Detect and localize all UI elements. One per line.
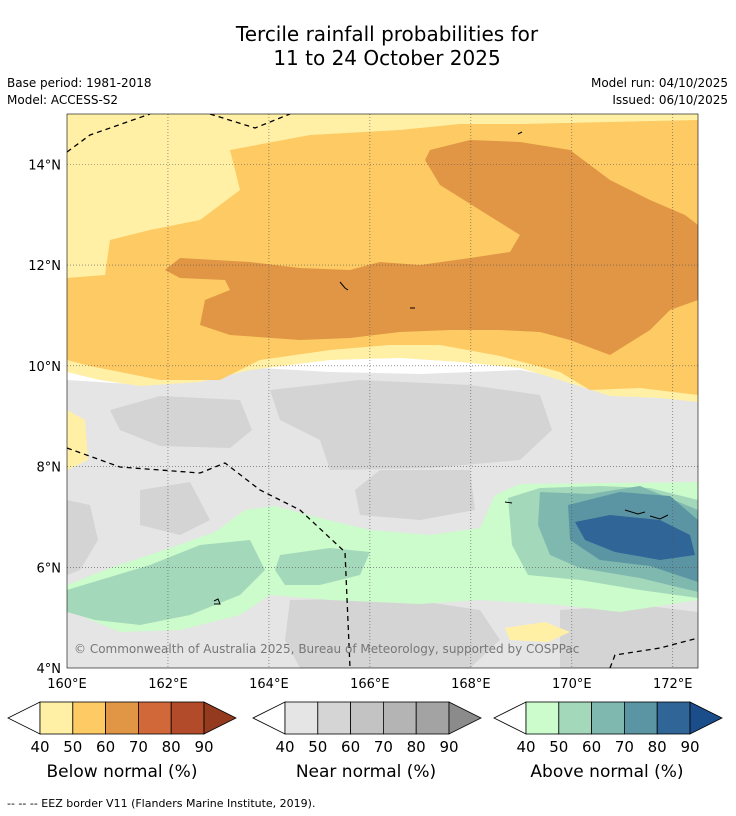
model-run: Model run: 04/10/2025	[590, 76, 728, 90]
x-tick-labels: 160°E 162°E 164°E 166°E 168°E 170°E 172°E	[47, 677, 692, 692]
colorbar-under-triangle	[493, 701, 527, 735]
colorbar-swatch	[350, 701, 384, 735]
meta-right: Model run: 04/10/2025 Issued: 06/10/2025	[591, 75, 728, 109]
colorbar-tick-label: 50	[63, 738, 82, 756]
chart-title: Tercile rainfall probabilities for 11 to…	[0, 22, 736, 70]
model-name: Model: ACCESS-S2	[7, 93, 119, 107]
colorbar-tick-label: 40	[516, 738, 535, 756]
colorbar-under-triangle	[7, 701, 41, 735]
colorbar-under-triangle	[252, 701, 286, 735]
colorbar-swatch	[382, 701, 417, 735]
colorbar-tick-label: 90	[439, 738, 458, 756]
colorbar-above-label: Above normal (%)	[530, 762, 684, 782]
x-tick-label: 172°E	[653, 677, 693, 692]
island-mark	[649, 514, 669, 520]
title-line-1: Tercile rainfall probabilities for	[235, 22, 539, 46]
island-mark	[213, 598, 221, 605]
island-mark	[504, 501, 513, 504]
colorbar-tick-label: 60	[582, 738, 601, 756]
island-mark	[517, 131, 523, 135]
island-mark	[339, 281, 349, 291]
near-normal-50-region-6	[285, 598, 500, 668]
below-normal-40-region-3	[505, 622, 570, 642]
colorbar-tick-label: 90	[194, 738, 213, 756]
colorbar-2: 40 50 60 70 80 90	[493, 701, 723, 756]
colorbar-tick-label: 50	[549, 738, 568, 756]
colorbar-swatch	[525, 701, 560, 735]
eez-border-southeast	[609, 637, 698, 668]
colorbar-tick-label: 90	[680, 738, 699, 756]
near-normal-50-region	[110, 396, 252, 448]
near-normal-50-region-2	[270, 380, 552, 470]
y-tick-label: 4°N	[37, 662, 62, 677]
plot-border	[66, 113, 699, 669]
x-tick-label: 166°E	[350, 677, 390, 692]
colorbar-swatch	[591, 701, 625, 735]
y-tick-label: 12°N	[28, 259, 61, 274]
y-tick-labels: 4°N 6°N 8°N 10°N 12°N 14°N	[28, 158, 61, 677]
eez-border	[67, 114, 698, 668]
x-tick-label: 160°E	[47, 677, 87, 692]
colorbars: 40 50 60 70 80 90 40 50 60 70 80 90 40 50 60 70 80 90	[7, 701, 723, 756]
colorbar-swatch	[39, 701, 74, 735]
colorbar-swatch	[284, 701, 319, 735]
islands	[213, 131, 669, 605]
colorbar-swatch	[72, 701, 107, 735]
copyright-text: © Commonwealth of Australia 2025, Bureau…	[74, 642, 579, 656]
eez-footnote: -- -- -- EEZ border V11 (Flanders Marine…	[7, 797, 316, 810]
y-tick-label: 6°N	[37, 561, 62, 576]
colorbar-tick-label: 40	[30, 738, 49, 756]
colorbar-tick-label: 80	[407, 738, 426, 756]
above-normal-80-region	[575, 515, 695, 560]
colorbar-swatch	[415, 701, 450, 735]
map-fill	[67, 114, 698, 668]
colorbar-swatch	[317, 701, 351, 735]
eez-border-north-2	[209, 114, 291, 129]
y-tick-label: 10°N	[28, 360, 61, 375]
colorbar-swatch	[624, 701, 658, 735]
colorbar-1: 40 50 60 70 80 90	[252, 701, 482, 756]
x-tick-label: 164°E	[249, 677, 289, 692]
colorbar-swatch	[170, 701, 205, 735]
colorbar-swatch	[137, 701, 172, 735]
colorbar-tick-label: 80	[648, 738, 667, 756]
near-normal-50-region-5	[67, 500, 98, 575]
colorbar-over-triangle	[689, 701, 723, 735]
y-tick-label: 14°N	[28, 158, 61, 173]
colorbar-below-label: Below normal (%)	[46, 762, 198, 782]
colorbar-tick-label: 80	[162, 738, 181, 756]
colorbar-swatch	[558, 701, 592, 735]
y-tick-label: 8°N	[37, 461, 62, 476]
colorbar-tick-label: 50	[308, 738, 327, 756]
colorbar-tick-label: 70	[374, 738, 393, 756]
x-tick-label: 162°E	[148, 677, 188, 692]
colorbar-tick-label: 70	[129, 738, 148, 756]
colorbar-tick-label: 70	[615, 738, 634, 756]
colorbar-over-triangle	[203, 701, 237, 735]
x-tick-label: 168°E	[451, 677, 491, 692]
near-normal-50-region-7	[560, 605, 698, 668]
base-period: Base period: 1981-2018	[7, 76, 152, 90]
island-mark	[624, 509, 646, 515]
eez-border-north	[67, 114, 151, 153]
below-normal-60-region	[165, 140, 698, 355]
colorbar-over-triangle	[448, 701, 482, 735]
grid-lines	[67, 114, 698, 668]
below-normal-40-region-2	[67, 410, 88, 470]
issued-date: Issued: 06/10/2025	[612, 93, 728, 107]
colorbar-near-label: Near normal (%)	[295, 762, 437, 782]
colorbar-0: 40 50 60 70 80 90	[7, 701, 237, 756]
colorbar-tick-label: 60	[341, 738, 360, 756]
colorbar-swatch	[105, 701, 139, 735]
near-normal-50-region-4	[355, 470, 475, 520]
meta-left: Base period: 1981-2018 Model: ACCESS-S2	[7, 75, 152, 109]
colorbar-tick-label: 40	[275, 738, 294, 756]
near-normal-50-region-3	[140, 482, 210, 535]
colorbar-swatch	[656, 701, 691, 735]
colorbar-tick-label: 60	[96, 738, 115, 756]
title-line-2: 11 to 24 October 2025	[273, 46, 501, 70]
x-tick-label: 170°E	[552, 677, 592, 692]
